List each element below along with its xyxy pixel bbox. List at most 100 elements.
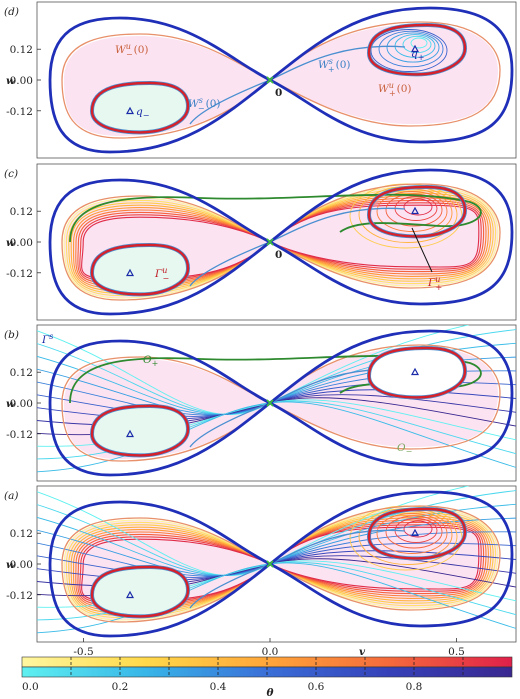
y-tick-label: 0.00: [10, 75, 33, 87]
gamma-u-minus-label: Γu −: [154, 266, 169, 283]
unstable-manifold: [61, 21, 501, 139]
unstable-manifold: [61, 183, 501, 301]
ws-plus-label: Ws +(0): [318, 57, 350, 74]
gamma-u-plus-label: Γu +: [427, 275, 442, 292]
q-minus-label: q−: [136, 106, 149, 120]
left-inner-boundary: [90, 565, 190, 618]
panel-b: (b) w 0.12 0.00 -0.12 Γs O+ O−: [4, 324, 517, 482]
spiral-ring: [385, 515, 443, 549]
outer-boundary: [48, 490, 514, 638]
spiral-ring: [376, 513, 448, 554]
panel-tag: (b): [4, 329, 19, 341]
x-axis: -0.5 0.0 0.5 v: [73, 638, 465, 658]
right-inner-boundary: [367, 185, 467, 238]
unstable-manifold: [61, 344, 501, 462]
warm-curve: [63, 507, 499, 621]
gamma-u-plus-label-text: Γu +: [427, 275, 442, 292]
warm-curve: [72, 517, 489, 611]
gamma-u-plus-pointer: [411, 227, 433, 273]
wu-plus-label: Wu +(0): [378, 81, 412, 98]
y-axis-label: w: [6, 559, 16, 571]
outer-boundary: [48, 168, 514, 316]
y-axis-label: w: [6, 398, 16, 410]
colorbar-tick-label: 0.2: [112, 681, 129, 693]
y-tick-label: 0.12: [10, 44, 33, 56]
origin-label: 0: [275, 249, 282, 261]
warm-curve: [72, 195, 489, 289]
y-tick-label: 0.12: [10, 206, 33, 218]
spiral-ring: [410, 37, 428, 49]
warm-curve: [68, 512, 494, 616]
origin-marker: [266, 560, 274, 568]
wu-minus-label-text: Wu −(0): [115, 42, 149, 59]
periodic-orbit: [69, 193, 482, 243]
left-inner-boundary: [90, 243, 190, 296]
warm-curve: [75, 519, 487, 609]
y-tick-label: -0.12: [6, 590, 33, 602]
x-axis-label: v: [359, 646, 366, 658]
y-tick-label: 0.12: [10, 367, 33, 379]
spiral-ring: [386, 32, 440, 63]
colorbar: 0.0 0.2 0.4 0.6 0.8 θ: [21, 656, 513, 699]
colorbar-label: θ: [266, 687, 273, 699]
colorbar-tick-label: 0.6: [308, 681, 325, 693]
colorbar-tick-label: 0.4: [210, 681, 227, 693]
x-tick-label: -0.5: [73, 646, 93, 658]
q-plus-marker: [410, 367, 420, 376]
outer-boundary: [48, 329, 514, 477]
outer-boundary: [48, 6, 514, 154]
ws-plus-label-text: Ws +(0): [318, 57, 350, 74]
q-minus-label-text: q−: [136, 106, 149, 120]
q-plus-marker: [410, 44, 420, 53]
warm-curve: [68, 190, 494, 294]
ws-minus-label-text: Ws −(0): [188, 96, 220, 113]
q-minus-marker: [125, 429, 135, 438]
unstable-manifold: [61, 505, 501, 623]
warm-curve: [65, 509, 497, 619]
origin-label: 0: [275, 87, 282, 99]
wu-plus-label-text: Wu +(0): [378, 81, 412, 98]
q-plus-label: q+: [411, 48, 424, 62]
gamma-s-label-text: Γs: [41, 332, 53, 346]
q-plus-marker: [410, 528, 420, 537]
warm-curve: [63, 185, 499, 299]
y-tick-label: -0.12: [6, 106, 33, 118]
y-tick-label: -0.12: [6, 429, 33, 441]
right-inner-boundary: [367, 23, 467, 76]
y-tick-label: -0.12: [6, 268, 33, 280]
q-plus-label-text: q+: [411, 48, 424, 62]
o-minus-label-text: O−: [397, 442, 412, 456]
gamma-s-label: Γs: [41, 332, 53, 346]
y-axis-label: w: [6, 237, 16, 249]
gamma-u-minus-label-text: Γu −: [154, 266, 169, 283]
left-inner-boundary: [90, 81, 190, 134]
panel-tag: (d): [4, 6, 19, 18]
x-tick-label: 0.0: [262, 646, 279, 658]
ws-minus-label: Ws −(0): [188, 96, 220, 113]
o-plus-label: O+: [143, 354, 158, 368]
right-inner-boundary: [367, 507, 467, 560]
q-plus-marker: [410, 206, 420, 215]
warm-curve: [70, 514, 492, 614]
panel-tag: (a): [4, 490, 18, 502]
warm-curve: [65, 187, 497, 297]
origin-marker: [266, 399, 274, 407]
y-tick-label: 0.00: [10, 559, 33, 571]
wu-minus-label: Wu −(0): [115, 42, 149, 59]
y-tick-label: 0.00: [10, 237, 33, 249]
left-inner-boundary: [90, 404, 190, 457]
warm-curve: [75, 197, 487, 287]
q-minus-marker: [125, 106, 135, 115]
o-plus-label-text: O+: [143, 354, 158, 368]
panel-d: (d) w 0.12 0.00 -0.12 Wu −(0) Ws −(0) Ws +(0) Wu +(0…: [4, 1, 517, 159]
spiral-ring: [402, 35, 432, 54]
q-minus-marker: [125, 268, 135, 277]
y-tick-label: 0.00: [10, 398, 33, 410]
y-tick-label: 0.12: [10, 528, 33, 540]
panel-c: (c) w 0.12 0.00 -0.12 0 Γu − Γu +: [4, 163, 517, 321]
panel-tag: (c): [4, 168, 18, 180]
spiral-ring: [403, 520, 433, 538]
colorbar-tick-label: 0.8: [406, 681, 423, 693]
origin-marker: [266, 238, 274, 246]
